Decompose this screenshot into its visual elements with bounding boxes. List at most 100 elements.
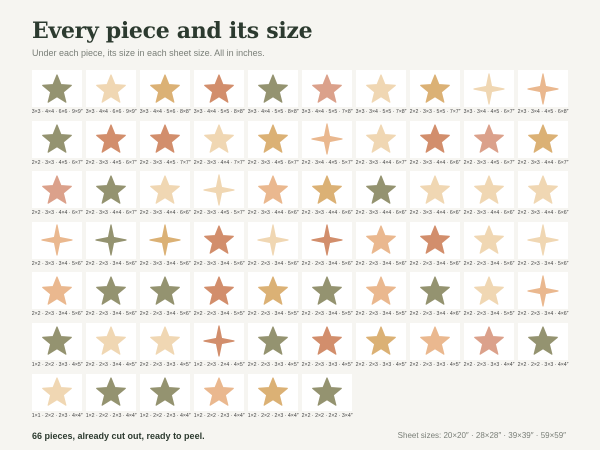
star-icon <box>150 276 181 305</box>
piece-cell: 1×2 · 2×2 · 3×3 · 4×5″ <box>32 322 83 374</box>
piece-cell: 2×2 · 3×3 · 4×4 · 6×7″ <box>86 171 137 222</box>
piece-cell: 2×2 · 2×3 · 3×4 · 5×6″ <box>86 272 137 323</box>
piece-card <box>355 272 407 310</box>
piece-card <box>301 70 353 107</box>
piece-cell: 2×2 · 3×3 · 5×5 · 7×7″ <box>409 70 461 121</box>
piece-size-caption: 2×3 · 3×4 · 4×5 · 6×8″ <box>517 109 569 115</box>
piece-card <box>301 322 353 360</box>
piece-size-caption: 3×3 · 4×4 · 5×6 · 8×8″ <box>139 109 191 115</box>
piece-cell: 1×2 · 2×2 · 2×3 · 4×4″ <box>86 373 137 425</box>
piece-size-caption: 2×2 · 3×3 · 4×4 · 6×7″ <box>85 210 137 217</box>
piece-cell: 2×2 · 3×3 · 3×4 · 5×6″ <box>32 221 83 273</box>
star-icon <box>96 326 127 356</box>
piece-card <box>355 70 407 107</box>
piece-card <box>247 272 299 310</box>
piece-size-caption: 2×2 · 3×3 · 4×4 · 6×6″ <box>409 210 461 217</box>
piece-card <box>517 322 569 360</box>
piece-card <box>463 120 515 158</box>
piece-cell: 2×2 · 2×3 · 3×4 · 4×6″ <box>410 272 461 323</box>
sparkle-star-icon <box>95 224 127 256</box>
piece-size-caption: 2×2 · 2×3 · 3×4 · 4×5″ <box>85 361 137 368</box>
piece-card <box>301 120 353 158</box>
star-icon <box>366 124 396 153</box>
piece-size-caption: 2×2 · 2×3 · 3×4 · 4×6″ <box>409 311 461 318</box>
piece-size-caption: 2×2 · 3×4 · 4×5 · 5×7″ <box>301 159 353 166</box>
piece-cell: 2×2 · 3×3 · 4×4 · 6×6″ <box>248 171 299 222</box>
star-icon <box>420 326 450 356</box>
star-icon <box>96 175 127 204</box>
page-subtitle: Under each piece, its size in each sheet… <box>32 48 265 58</box>
piece-size-caption: 2×2 · 3×3 · 4×4 · 6×6″ <box>247 210 299 217</box>
footer-note: 66 pieces, already cut out, ready to pee… <box>32 431 205 441</box>
piece-cell: 1×2 · 2×2 · 2×3 · 4×4″ <box>139 373 191 425</box>
star-icon <box>42 377 73 406</box>
piece-cell: 2×2 · 3×3 · 3×4 · 5×6″ <box>194 221 245 273</box>
piece-card <box>409 70 461 107</box>
piece-cell: 2×2 · 2×3 · 3×4 · 5×6″ <box>464 221 515 273</box>
piece-card <box>85 120 137 158</box>
piece-card <box>193 322 245 360</box>
piece-size-caption: 2×2 · 3×3 · 4×4 · 6×7″ <box>31 210 83 217</box>
piece-size-caption: 2×2 · 3×3 · 4×4 · 6×6″ <box>409 159 461 166</box>
piece-size-caption: 2×2 · 3×3 · 4×5 · 6×7″ <box>247 159 299 166</box>
piece-card <box>301 373 353 411</box>
piece-cell: 2×2 · 2×3 · 3×3 · 4×5″ <box>410 322 461 374</box>
piece-card <box>32 221 83 259</box>
piece-size-caption: 1×2 · 2×2 · 2×3 · 4×4″ <box>247 412 299 419</box>
piece-size-caption: 2×2 · 2×3 · 3×4 · 5×5″ <box>193 311 245 318</box>
star-icon <box>258 73 288 103</box>
star-icon <box>312 326 342 356</box>
star-icon <box>366 175 396 204</box>
piece-size-caption: 1×2 · 2×3 · 2×4 · 4×5″ <box>193 361 245 368</box>
piece-size-caption: 2×2 · 3×3 · 3×4 · 5×6″ <box>193 260 245 267</box>
piece-cell: 3×3 · 4×4 · 6×6 · 9×9″ <box>32 70 83 121</box>
piece-cell: 2×2 · 2×3 · 3×4 · 5×6″ <box>356 221 407 273</box>
piece-size-caption: 2×2 · 3×3 · 4×5 · 7×7″ <box>139 159 191 166</box>
piece-cell: 2×2 · 2×3 · 3×4 · 5×6″ <box>518 221 568 273</box>
piece-size-caption: 2×2 · 3×3 · 5×5 · 7×7″ <box>409 109 461 115</box>
piece-size-caption: 1×1 · 2×2 · 2×3 · 4×4″ <box>31 412 83 419</box>
piece-card <box>139 322 191 360</box>
star-icon <box>420 175 450 204</box>
piece-card <box>139 70 191 107</box>
sparkle-star-icon <box>203 325 235 358</box>
star-icon <box>420 225 450 255</box>
piece-cell: 2×2 · 2×2 · 2×2 · 3×4″ <box>301 373 353 425</box>
piece-size-caption: 2×2 · 3×3 · 4×5 · 5×7″ <box>193 210 245 217</box>
piece-cell: 2×2 · 3×3 · 4×4 · 6×6″ <box>410 171 461 222</box>
piece-card <box>139 373 191 411</box>
piece-card <box>247 70 299 107</box>
piece-cell: 2×2 · 3×3 · 4×5 · 6×7″ <box>85 120 137 172</box>
star-icon <box>258 175 288 204</box>
piece-cell: 2×2 · 3×3 · 4×4 · 7×7″ <box>194 120 245 172</box>
piece-size-caption: 1×2 · 2×2 · 2×3 · 4×4″ <box>139 412 191 419</box>
piece-cell: 2×2 · 2×3 · 3×4 · 5×5″ <box>301 272 353 323</box>
page-title: Every piece and its size <box>32 18 313 44</box>
sparkle-star-icon <box>527 224 559 256</box>
sparkle-star-icon <box>473 72 505 105</box>
piece-card <box>32 171 83 209</box>
piece-size-caption: 2×2 · 3×3 · 4×5 · 6×7″ <box>463 159 515 166</box>
star-icon <box>474 175 504 204</box>
piece-cell: 2×2 · 3×3 · 4×4 · 6×6″ <box>356 171 407 222</box>
star-icon <box>204 73 235 103</box>
star-icon <box>96 276 127 305</box>
piece-cell: 1×1 · 2×2 · 2×3 · 4×4″ <box>32 373 83 425</box>
piece-card <box>85 70 137 107</box>
piece-size-caption: 2×2 · 3×3 · 4×4 · 6×7″ <box>517 159 569 166</box>
star-icon <box>528 124 558 153</box>
star-icon <box>258 124 288 153</box>
piece-cell: 3×3 · 4×4 · 5×5 · 8×8″ <box>194 70 245 121</box>
piece-size-caption: 2×2 · 3×3 · 4×4 · 6×6″ <box>517 210 569 217</box>
star-icon <box>366 326 396 356</box>
star-icon <box>312 175 342 204</box>
star-icon <box>150 377 181 406</box>
piece-size-caption: 2×2 · 3×3 · 4×5 · 6×7″ <box>85 159 137 166</box>
piece-size-caption: 1×2 · 2×2 · 3×3 · 4×5″ <box>31 361 83 368</box>
piece-size-caption: 2×2 · 2×3 · 3×3 · 4×5″ <box>301 361 353 368</box>
star-icon <box>204 124 235 153</box>
piece-card <box>301 272 353 310</box>
piece-cell: 2×2 · 2×3 · 3×4 · 5×5″ <box>355 272 407 323</box>
piece-size-caption: 2×2 · 3×3 · 3×4 · 5×6″ <box>31 260 83 267</box>
pieces-grid: 3×3 · 4×4 · 6×6 · 9×9″ 3×3 · 4×4 · 6×6 · … <box>32 70 569 425</box>
